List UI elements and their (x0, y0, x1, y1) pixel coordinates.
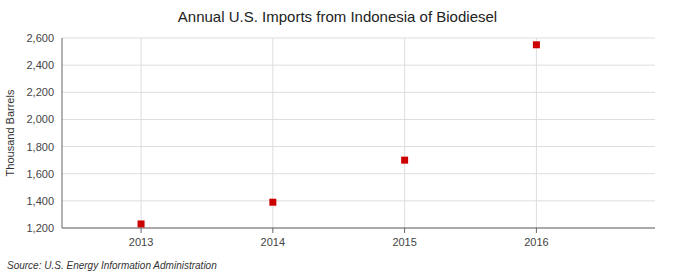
x-grid-line (141, 38, 142, 228)
chart: 1,200 1,400 1,600 1,800 2,000 2,200 2,400 2,600… (0, 0, 675, 275)
x-tick (404, 228, 405, 233)
x-tick-label: 2015 (392, 236, 416, 248)
y-tick-label: 2,200 (26, 86, 54, 98)
y-grid-line (62, 173, 655, 174)
x-grid-line (404, 38, 405, 228)
x-tick (272, 228, 273, 233)
y-grid-line (62, 65, 655, 66)
source: Source: U.S. Energy Information Administ… (7, 260, 217, 271)
y-tick-label: 2,400 (26, 59, 54, 71)
x-tick-label: 2016 (524, 236, 548, 248)
x-tick-label: 2014 (261, 236, 285, 248)
y-tick-label: 1,400 (26, 195, 54, 207)
y-axis-line (62, 38, 63, 228)
point (138, 220, 145, 227)
y-tick-label: 2,000 (26, 113, 54, 125)
y-tick-label: 2,600 (26, 32, 54, 44)
y-grid-line (62, 146, 655, 147)
x-tick (536, 228, 537, 233)
grid (62, 38, 655, 228)
title: Annual U.S. Imports from Indonesia of Bi… (178, 8, 497, 25)
points (138, 41, 540, 227)
x-axis-line (62, 228, 655, 229)
y-grid-line (62, 92, 655, 93)
y-axis-label: Thousand Barrels (4, 89, 16, 176)
x-tick-label: 2013 (129, 236, 153, 248)
y-tick-label: 1,200 (26, 222, 54, 234)
y-grid-line (62, 200, 655, 201)
y-grid-line (62, 38, 655, 39)
point (269, 199, 276, 206)
point (533, 41, 540, 48)
x-grid-line (536, 38, 537, 228)
y-grid-line (62, 119, 655, 120)
y-tick-label: 1,800 (26, 141, 54, 153)
y-tick-label: 1,600 (26, 168, 54, 180)
x-tick (141, 228, 142, 233)
point (401, 157, 408, 164)
y-grid-line (62, 228, 655, 229)
